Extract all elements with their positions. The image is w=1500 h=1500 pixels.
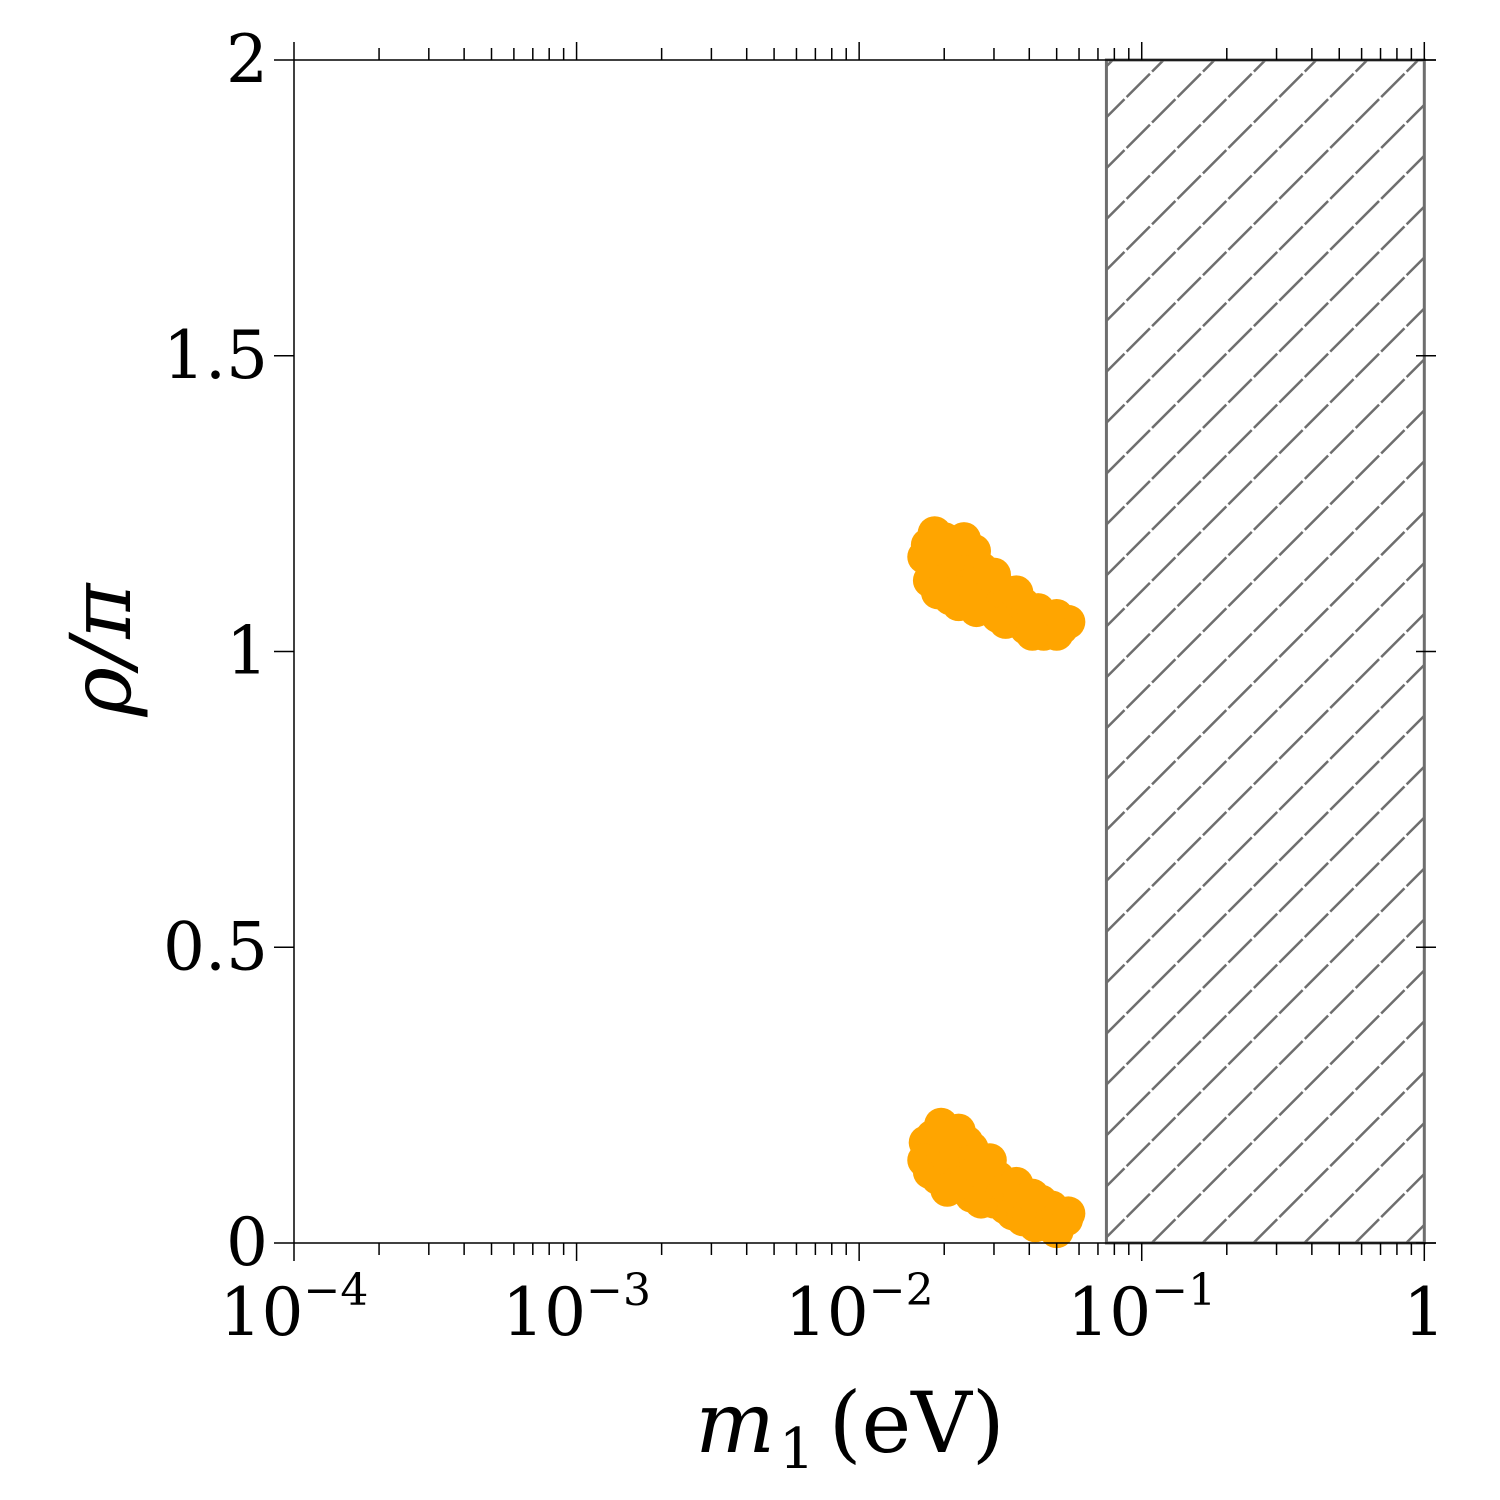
x-tick-label: 10−2 — [785, 1265, 934, 1351]
y-tick-label: 1 — [226, 613, 268, 690]
x-tick-label: 1 — [1403, 1274, 1445, 1351]
y-tick-label: 0 — [226, 1204, 268, 1281]
x-tick-label: 10−4 — [220, 1265, 369, 1351]
x-axis-unit: (eV) — [829, 1374, 1005, 1472]
excluded-region — [1104, 58, 1426, 1245]
y-tick-label: 2 — [226, 21, 268, 98]
data-point — [947, 522, 982, 557]
data-point — [1039, 616, 1074, 651]
x-axis-symbol: m — [695, 1374, 775, 1472]
y-axis-title: ρ/π — [52, 582, 150, 718]
y-tick-label: 0.5 — [163, 908, 268, 985]
x-axis-title: m 1 (eV) — [695, 1374, 1004, 1482]
data-point — [1015, 616, 1050, 651]
data-point — [1039, 1214, 1074, 1249]
x-axis-subscript: 1 — [779, 1417, 815, 1482]
data-point — [976, 557, 1011, 592]
data-point — [1015, 1178, 1050, 1213]
x-tick-label: 10−3 — [502, 1265, 651, 1351]
data-point — [972, 1143, 1007, 1178]
x-tick-label: 10−1 — [1067, 1265, 1216, 1351]
data-point — [941, 1113, 976, 1148]
y-tick-label: 1.5 — [163, 317, 268, 394]
plot-area: 10−4 10−3 10−2 10−1 1 0 0.5 1 1.5 2 — [163, 21, 1445, 1351]
